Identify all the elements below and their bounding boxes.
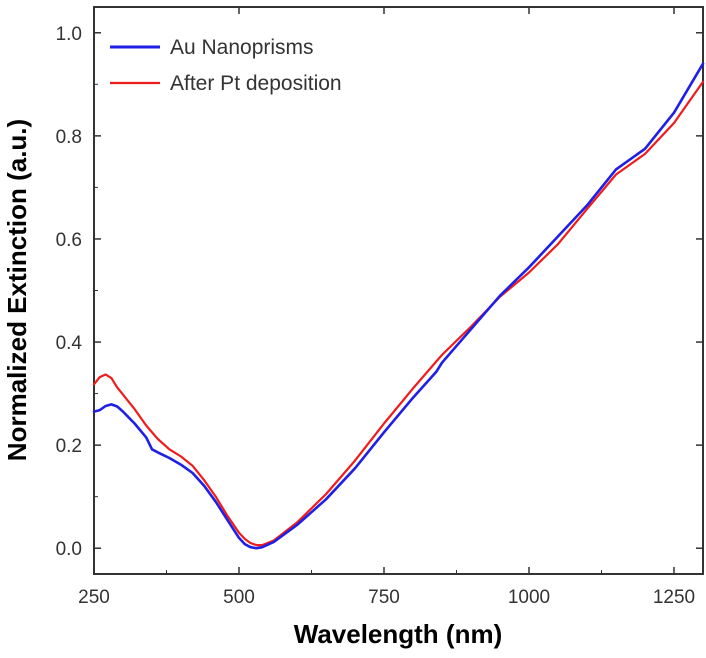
y-tick-label: 0.0 [56, 539, 82, 560]
y-tick-label: 1.0 [56, 24, 82, 45]
y-tick-label: 0.6 [56, 230, 82, 251]
legend-label: Au Nanoprisms [170, 36, 314, 59]
x-tick-label: 500 [223, 587, 255, 608]
legend: Au Nanoprisms After Pt deposition [110, 36, 342, 95]
y-axis: 0.0 0.2 0.4 0.6 0.8 1.0 [56, 24, 703, 560]
y-tick-label: 0.2 [56, 436, 82, 457]
y-axis-title: Normalized Extinction (a.u.) [2, 119, 32, 461]
x-tick-label: 250 [78, 587, 110, 608]
x-tick-label: 1000 [508, 587, 550, 608]
legend-label: After Pt deposition [170, 72, 342, 95]
series-layer [92, 62, 705, 550]
x-tick-label: 1250 [653, 587, 695, 608]
x-axis: 250 500 750 1000 1250 [78, 7, 695, 608]
y-tick-label: 0.4 [56, 333, 83, 354]
y-tick-label: 0.8 [56, 127, 82, 148]
x-tick-label: 750 [368, 587, 400, 608]
x-axis-title: Wavelength (nm) [294, 619, 502, 649]
series-line-au-nanoprisms [92, 62, 705, 550]
series-line-after-pt-deposition [92, 80, 705, 547]
